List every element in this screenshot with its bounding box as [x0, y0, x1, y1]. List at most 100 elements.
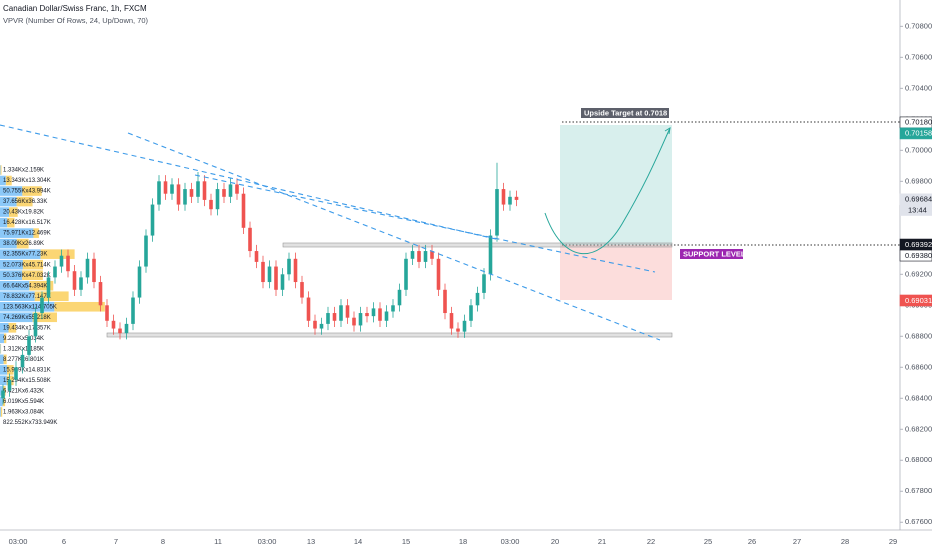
candle-body	[98, 282, 103, 306]
support-label: SUPPORT LEVEL	[683, 249, 746, 258]
candle-body	[326, 313, 330, 324]
vp-up-bar	[0, 280, 30, 291]
candle-body	[53, 266, 57, 278]
vp-up-bar	[0, 217, 8, 228]
candle-body	[371, 308, 376, 317]
y-tick-label: 0.70600	[905, 52, 932, 61]
candle-body	[144, 235, 148, 267]
candle-body	[7, 379, 12, 391]
vp-down-bar	[0, 165, 2, 175]
vp-down-bar	[8, 323, 17, 333]
vp-label: 1.334Kx2.159K	[3, 168, 44, 174]
vp-label: 19.434Kx17.357K	[3, 325, 51, 331]
candle-body	[183, 189, 187, 205]
vp-label: 6.421Kx6.432K	[3, 388, 44, 394]
candle-body	[40, 297, 44, 314]
vp-down-bar	[0, 344, 2, 354]
y-tick-label: 0.69800	[905, 176, 932, 185]
vp-up-bar	[0, 301, 55, 312]
vp-label: 74.269Kx55.218K	[3, 315, 51, 321]
support-zone	[282, 242, 673, 248]
target-label: Upside Target at 0.7018	[584, 108, 667, 117]
vp-up-bar	[0, 175, 6, 186]
candles	[1, 162, 519, 405]
x-tick-label: 7	[114, 537, 118, 546]
vp-label: 6.019Kx5.594K	[3, 399, 44, 405]
vp-up-bar	[0, 165, 1, 175]
candle-body	[14, 367, 18, 380]
vp-up-bar	[0, 249, 41, 259]
vp-down-bar	[29, 280, 54, 291]
vp-label: 9.287Kx5.034K	[3, 336, 44, 342]
vp-label: 37.656Kx36.33K	[3, 199, 47, 205]
price-tag	[899, 127, 932, 140]
candle-body	[150, 204, 155, 236]
vp-label: 123.563Kx114.705K	[3, 304, 57, 310]
candle-body	[235, 184, 239, 194]
vp-down-bar	[5, 175, 12, 186]
candle-body	[209, 199, 213, 210]
vp-up-bar	[0, 259, 23, 270]
x-tick-label: 22	[647, 537, 655, 546]
trend-line	[0, 124, 501, 241]
vp-down-bar	[22, 270, 43, 280]
x-tick-label: 11	[214, 537, 222, 546]
candle-body	[306, 297, 311, 321]
candle-body	[33, 313, 38, 337]
candle-body	[267, 266, 272, 283]
vp-label: 1.963Kx3.084K	[3, 410, 44, 416]
vp-up-bar	[0, 291, 35, 302]
y-tick-label: 0.68600	[905, 362, 932, 371]
x-tick-label: 14	[354, 537, 362, 546]
x-tick-label: 21	[598, 537, 606, 546]
candle-body	[137, 266, 142, 298]
vp-label: 50.755Kx43.994K	[3, 189, 51, 195]
price-tag-label: 0.69031	[905, 296, 932, 305]
candle-body	[261, 261, 265, 283]
candle-body	[469, 305, 473, 321]
y-tick-label: 0.68400	[905, 393, 932, 402]
vp-label: 13.343Kx13.304K	[3, 178, 51, 184]
candle-body	[501, 189, 506, 205]
candle-body	[241, 193, 246, 228]
vp-down-bar	[33, 228, 39, 238]
candle-body	[157, 181, 161, 205]
candle-body	[189, 189, 194, 197]
candle-body	[293, 258, 298, 283]
candle-body	[131, 297, 135, 324]
candle-body	[280, 274, 285, 290]
x-tick-label: 03:00	[9, 537, 28, 546]
vp-label: 15.294Kx15.508K	[3, 378, 51, 384]
vp-up-bar	[0, 186, 23, 196]
vp-label: 92.355Kx77.23K	[3, 252, 47, 258]
vp-down-bar	[22, 186, 42, 196]
vp-up-bar	[0, 365, 8, 375]
price-tag-label: 0.70158	[905, 129, 932, 138]
candle-body	[384, 311, 389, 321]
vp-down-bar	[16, 238, 29, 249]
y-tick-label: 0.69200	[905, 269, 932, 278]
candle-body	[410, 251, 415, 259]
candle-body	[66, 255, 70, 272]
vp-down-bar	[54, 301, 105, 312]
candle-body	[27, 336, 31, 355]
loss-zone	[560, 245, 672, 300]
candle-body	[508, 196, 512, 205]
vp-label: 52.073Kx45.714K	[3, 262, 51, 268]
vp-label: 20.43Kx19.82K	[3, 210, 44, 216]
candle-body	[300, 282, 304, 298]
price-tag-label: 0.70180	[905, 118, 932, 127]
candle-body	[59, 255, 64, 267]
candle-body	[124, 323, 129, 334]
price-tag-label: 0.69380	[905, 251, 932, 260]
candle-body	[274, 266, 278, 290]
candle-body	[488, 235, 493, 275]
arrow-head	[664, 127, 671, 135]
candle-body	[170, 184, 174, 194]
vp-up-bar	[0, 375, 7, 386]
candle-body	[79, 277, 83, 290]
vp-label: 50.376Kx47.032K	[3, 273, 51, 279]
countdown-tag	[900, 204, 932, 216]
price-tag-label: 0.69684	[905, 195, 932, 204]
